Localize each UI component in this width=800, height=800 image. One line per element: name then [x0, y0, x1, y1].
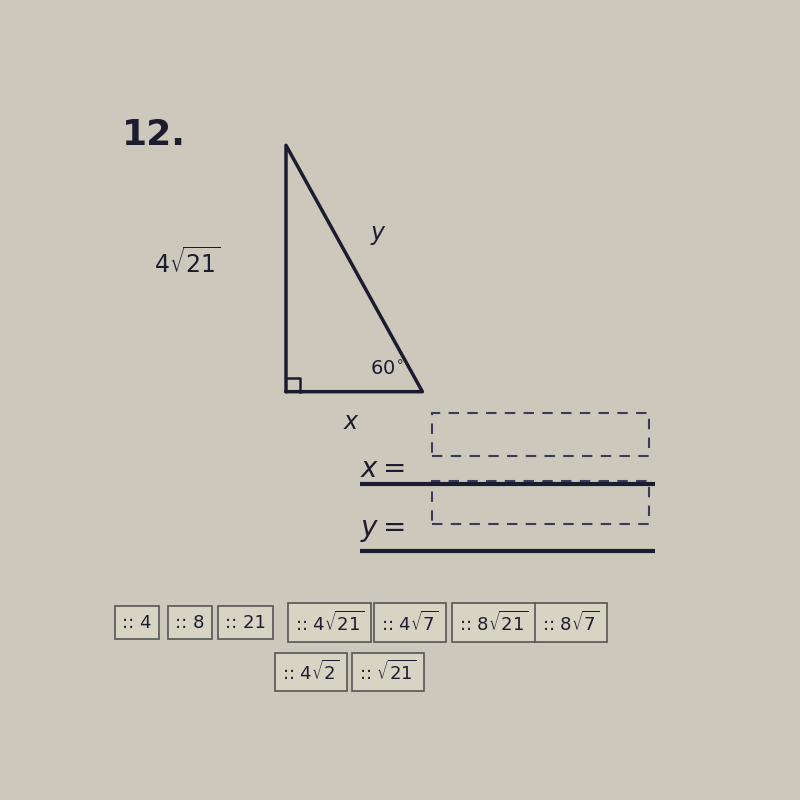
Text: $y =$: $y =$: [360, 516, 406, 544]
Text: :: $4\sqrt{7}$: :: $4\sqrt{7}$: [381, 610, 439, 634]
Text: 12.: 12.: [122, 118, 186, 151]
Text: $4\sqrt{21}$: $4\sqrt{21}$: [154, 247, 221, 278]
Text: :: $\sqrt{21}$: :: $\sqrt{21}$: [359, 660, 417, 684]
Text: :: $8\sqrt{21}$: :: $8\sqrt{21}$: [459, 610, 528, 634]
Text: :: $4\sqrt{2}$: :: $4\sqrt{2}$: [282, 660, 340, 684]
Text: :: $8\sqrt{7}$: :: $8\sqrt{7}$: [542, 610, 600, 634]
Text: :: 4: :: 4: [122, 614, 152, 632]
Text: :: 8: :: 8: [175, 614, 205, 632]
Text: :: 21: :: 21: [226, 614, 266, 632]
Text: :: $4\sqrt{21}$: :: $4\sqrt{21}$: [295, 610, 364, 634]
Text: $60^{\circ}$: $60^{\circ}$: [370, 361, 403, 380]
Text: $y$: $y$: [370, 222, 386, 246]
Text: $x$: $x$: [342, 410, 359, 434]
Text: $x =$: $x =$: [360, 454, 406, 482]
